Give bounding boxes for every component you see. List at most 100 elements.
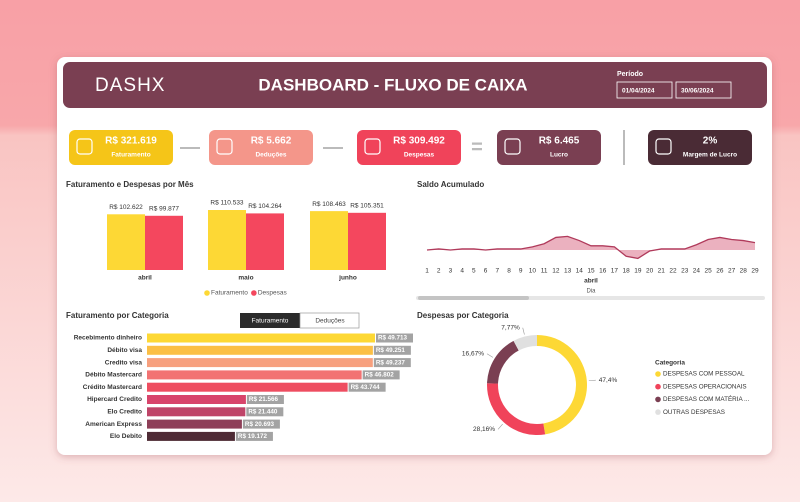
- bar-value-label: R$ 21.566: [249, 396, 279, 403]
- kpi-label: Margem de Lucro: [683, 152, 737, 159]
- donut-slice: [513, 335, 537, 351]
- slice-label: 16,67%: [462, 350, 484, 357]
- value-label-box: [376, 333, 413, 343]
- x-tick-label: 7: [495, 268, 499, 275]
- bar: [147, 395, 246, 404]
- x-tick-label: 26: [716, 268, 724, 275]
- bar-value-label: R$ 105.351: [350, 203, 384, 210]
- donut-slice: [537, 335, 587, 435]
- kpi-icon: [655, 138, 672, 155]
- x-tick-label: maio: [238, 275, 253, 282]
- bar-value-label: R$ 49.713: [378, 335, 408, 342]
- x-tick-label: 13: [564, 268, 572, 275]
- y-tick-label: Crédito Mastercard: [83, 384, 142, 391]
- bar: [348, 212, 386, 270]
- bar-value-label: R$ 102.622: [109, 204, 143, 211]
- x-tick-label: 17: [611, 268, 619, 275]
- x-tick-label: 9: [519, 268, 523, 275]
- legend-swatch: [655, 396, 661, 403]
- operator: —: [180, 136, 200, 158]
- kpi-label: Lucro: [550, 152, 568, 159]
- bar: [246, 213, 284, 270]
- x-tick-label: 14: [576, 268, 584, 275]
- kpi-label: Deduções: [255, 152, 286, 159]
- legend-label: DESPESAS COM PESSOAL: [663, 371, 745, 378]
- x-tick-label: 19: [634, 268, 642, 275]
- legend-title: Categoria: [655, 360, 685, 367]
- bar-value-label: R$ 104.264: [248, 203, 282, 210]
- kpi-card: [357, 130, 461, 165]
- kpi-value: R$ 5.662: [251, 136, 292, 147]
- header-title: DASHBOARD - FLUXO DE CAIXA: [258, 75, 527, 94]
- bar: [147, 407, 246, 417]
- y-tick-label: Recebimento dinheiro: [74, 335, 142, 342]
- x-tick-label: 20: [646, 268, 654, 275]
- bar: [147, 358, 373, 368]
- value-label-box: [242, 419, 280, 429]
- line: [426, 235, 756, 260]
- legend-label: Despesas: [258, 290, 288, 297]
- x-tick-label: 5: [472, 268, 476, 275]
- legend-swatch: [251, 290, 257, 296]
- kpi-card: [497, 130, 601, 165]
- chart-title: Saldo Acumulado: [417, 180, 484, 189]
- x-tick-label: 3: [449, 268, 453, 275]
- header-bar: [63, 62, 767, 108]
- tab-label: Deduções: [315, 318, 345, 325]
- value-label-box: [373, 345, 411, 355]
- bar: [147, 419, 242, 429]
- x-tick-label: 16: [599, 268, 607, 275]
- y-tick-label: Débito Mastercard: [85, 372, 142, 379]
- bar-value-label: R$ 21.440: [248, 408, 278, 415]
- y-tick-label: Hipercard Credito: [87, 396, 142, 403]
- operator: =: [471, 136, 483, 158]
- bar: [208, 210, 246, 270]
- slice-label: 7,77%: [501, 324, 520, 331]
- legend-swatch: [655, 383, 661, 390]
- x-tick-label: 27: [728, 268, 736, 275]
- bar: [147, 370, 362, 380]
- x-tick-label: junho: [338, 275, 357, 282]
- kpi-label: Despesas: [404, 152, 435, 159]
- bar-value-label: R$ 108.463: [312, 201, 346, 208]
- logo: DASHX: [95, 75, 165, 96]
- leader-line: [497, 423, 503, 430]
- value-label-box: [373, 358, 411, 368]
- bar-value-label: R$ 49.237: [376, 359, 406, 366]
- x-tick-label: 18: [623, 268, 631, 275]
- bar: [310, 211, 348, 270]
- area: [427, 236, 755, 259]
- bar-value-label: R$ 43.744: [351, 384, 381, 391]
- kpi-card: [69, 130, 173, 165]
- x-tick-label: 12: [552, 268, 560, 275]
- chart-title: Faturamento por Categoria: [66, 311, 169, 320]
- bar-value-label: R$ 110.533: [210, 200, 244, 207]
- end-date-box[interactable]: [675, 81, 732, 99]
- x-tick-label: 25: [705, 268, 713, 275]
- legend-swatch: [655, 409, 661, 415]
- value-label-box: [348, 382, 386, 392]
- kpi-value: R$ 6.465: [539, 136, 580, 147]
- x-tick-label: 8: [507, 268, 511, 275]
- kpi-icon: [216, 138, 233, 155]
- leader-line: [588, 379, 596, 382]
- chart-title: Despesas por Categoria: [417, 311, 509, 320]
- bar: [107, 214, 145, 270]
- donut-slice: [487, 340, 519, 384]
- bar: [147, 431, 235, 441]
- kpi-icon: [364, 138, 381, 155]
- x-tick-label: 10: [529, 268, 537, 275]
- tab[interactable]: [299, 312, 360, 329]
- legend-swatch: [655, 371, 661, 377]
- kpi-icon: [76, 138, 93, 155]
- value-label-box: [246, 407, 284, 417]
- start-date: 01/04/2024: [622, 88, 655, 95]
- x-tick-label: abril: [138, 275, 152, 282]
- tab-active[interactable]: [240, 313, 300, 328]
- slice-label: 47,4%: [599, 377, 618, 384]
- operator: —: [323, 136, 343, 158]
- bar: [147, 382, 348, 392]
- start-date-box[interactable]: [616, 81, 673, 99]
- bar: [147, 333, 375, 343]
